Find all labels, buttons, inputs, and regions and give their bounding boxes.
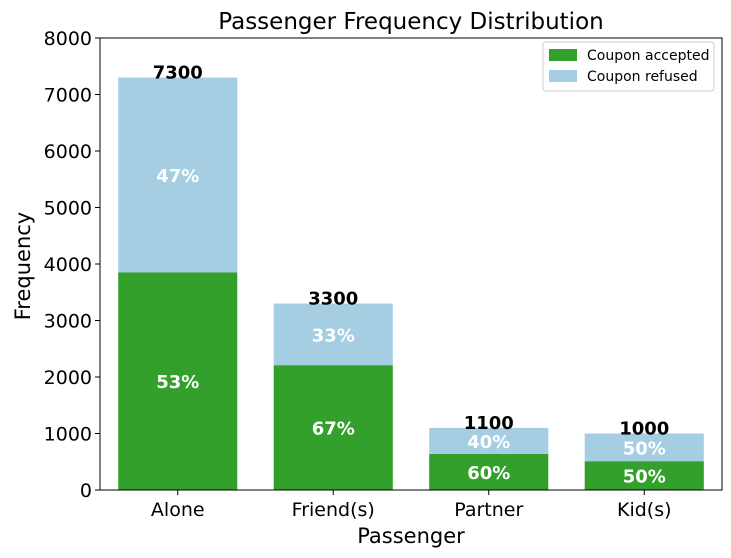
percent-label-coupon-accepted-friend-s: 67% [312, 419, 355, 440]
y-tick-label: 4000 [44, 254, 92, 276]
percent-label-coupon-accepted-kid-s: 50% [623, 467, 666, 488]
legend-box [542, 41, 715, 92]
legend-label-refused: Coupon refused [587, 69, 698, 85]
bar-coupon-refused-kid-s [584, 433, 704, 462]
y-tick-label: 5000 [44, 198, 92, 220]
y-tick-label: 7000 [44, 85, 92, 107]
y-tick-label: 1000 [44, 424, 92, 446]
x-axis-label: Passenger [357, 524, 465, 548]
bar-coupon-accepted-partner [429, 453, 549, 490]
x-tick-label-kid-s: Kid(s) [617, 499, 672, 521]
y-tick-label: 0 [80, 480, 92, 502]
y-tick-label: 8000 [44, 28, 92, 50]
y-tick-label: 3000 [44, 311, 92, 333]
y-tick-label: 2000 [44, 367, 92, 389]
legend: Coupon accepted Coupon refused [542, 41, 715, 92]
x-tick-label-alone: Alone [151, 499, 205, 521]
percent-label-coupon-accepted-partner: 60% [467, 463, 510, 484]
bar-coupon-refused-friend-s [273, 303, 393, 366]
bars-layer [118, 77, 704, 490]
bar-coupon-refused-alone [118, 77, 238, 273]
total-label-alone: 7300 [153, 63, 203, 84]
y-axis: 0 1000 2000 3000 4000 5000 6000 7000 8000 [44, 28, 100, 502]
percent-label-coupon-refused-friend-s: 33% [312, 325, 355, 346]
total-label-partner: 1100 [464, 413, 514, 434]
percent-label-coupon-refused-kid-s: 50% [623, 438, 666, 459]
chart-title: Passenger Frequency Distribution [218, 9, 603, 35]
legend-swatch-accepted [549, 49, 577, 61]
percent-label-coupon-refused-alone: 47% [156, 166, 199, 187]
bar-coupon-accepted-kid-s [584, 461, 704, 490]
legend-label-accepted: Coupon accepted [587, 48, 709, 64]
x-axis: Alone Friend(s) Partner Kid(s) [151, 490, 672, 521]
y-axis-label: Frequency [11, 212, 35, 321]
bar-coupon-refused-partner [429, 427, 549, 454]
legend-swatch-refused [549, 70, 577, 82]
percent-label-coupon-accepted-alone: 53% [156, 372, 199, 393]
total-label-friend-s: 3300 [308, 289, 358, 310]
x-tick-label-friend-s: Friend(s) [292, 499, 375, 521]
x-tick-label-partner: Partner [454, 499, 523, 521]
bar-coupon-accepted-alone [118, 272, 238, 490]
total-label-kid-s: 1000 [619, 419, 669, 440]
y-tick-label: 6000 [44, 141, 92, 163]
percent-label-coupon-refused-partner: 40% [467, 432, 510, 453]
bar-coupon-accepted-friend-s [273, 365, 393, 490]
